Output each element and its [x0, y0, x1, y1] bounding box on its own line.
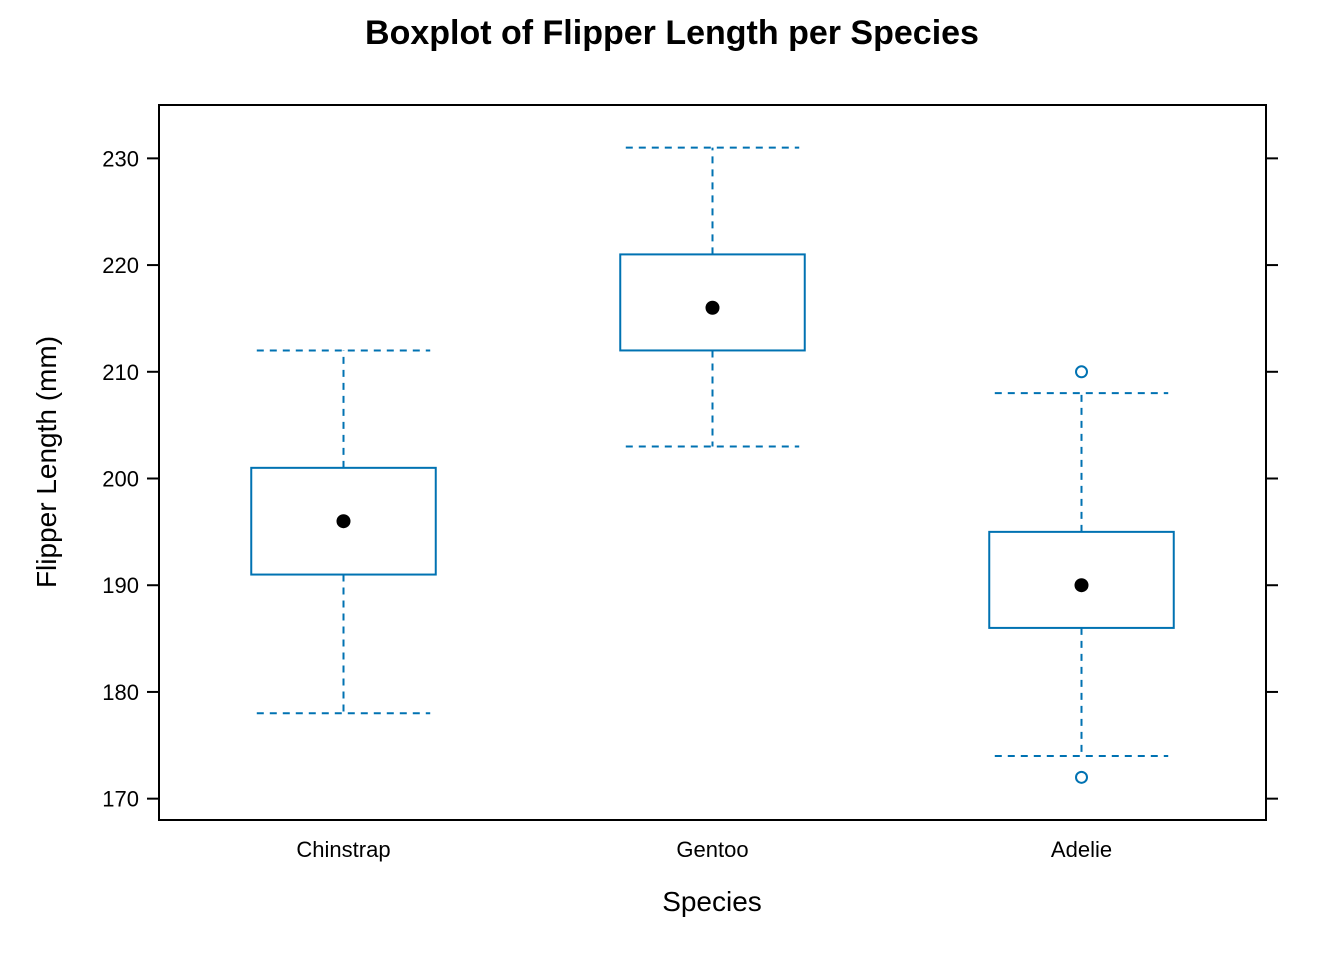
x-tick-label: Chinstrap: [296, 837, 390, 862]
y-tick-label: 200: [102, 467, 139, 492]
box-adelie: [988, 365, 1175, 784]
x-tick-label: Adelie: [1051, 837, 1112, 862]
box-iqr: [250, 466, 437, 576]
box-iqr: [988, 530, 1175, 629]
chart-title: Boxplot of Flipper Length per Species: [365, 14, 979, 52]
y-tick-label: 180: [102, 680, 139, 705]
y-tick-label: 190: [102, 573, 139, 598]
box-gentoo: [619, 146, 806, 448]
outlier-point: [1075, 365, 1088, 379]
y-tick-label: 210: [102, 360, 139, 385]
median-point: [1074, 578, 1089, 593]
median-point: [705, 300, 720, 315]
outlier-point: [1075, 770, 1088, 784]
box-iqr: [619, 253, 806, 352]
plot-area-frame: [158, 104, 1267, 821]
box-series: [250, 146, 1175, 784]
y-tick-label: 220: [102, 253, 139, 278]
x-axis: Chinstrap Gentoo Adelie: [296, 837, 1112, 862]
y-tick-label: 230: [102, 146, 139, 171]
y-axis-label: Flipper Length (mm): [31, 336, 62, 588]
x-axis-label: Species: [662, 886, 762, 917]
x-tick-label: Gentoo: [676, 837, 748, 862]
box-chinstrap: [250, 349, 437, 715]
y-axis: 170 180 190 200 210 220 230: [102, 146, 1278, 812]
y-tick-label: 170: [102, 787, 139, 812]
median-point: [336, 514, 351, 529]
